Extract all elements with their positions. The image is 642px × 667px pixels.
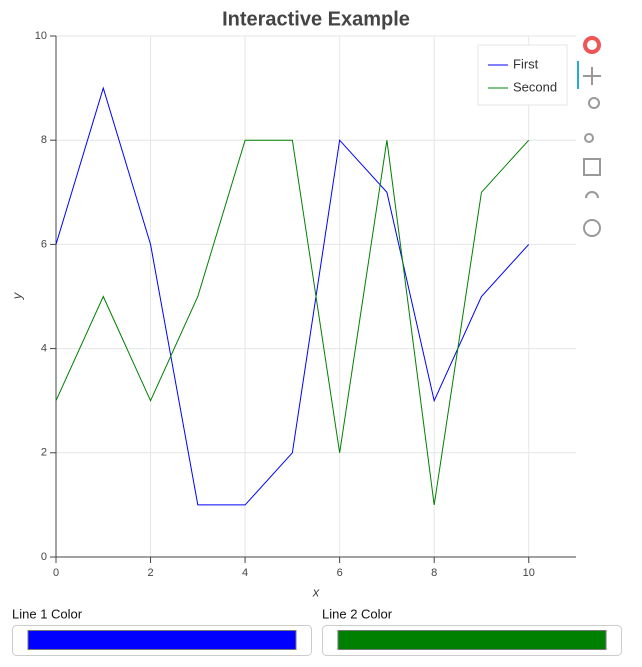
- color-swatch[interactable]: [337, 630, 607, 650]
- legend-label: First: [513, 56, 539, 71]
- logo[interactable]: [583, 36, 601, 54]
- y-tick-label: 8: [41, 134, 47, 146]
- help-tool[interactable]: [583, 219, 601, 237]
- chart-title: Interactive Example: [222, 8, 410, 30]
- wheel-zoom-tool[interactable]: [584, 133, 594, 143]
- y-tick-label: 6: [41, 238, 47, 250]
- y-tick-label: 4: [41, 343, 47, 355]
- line: [55, 86, 530, 506]
- x-tick-label: 0: [53, 567, 59, 579]
- legend-label: Second: [513, 79, 557, 94]
- color-swatch[interactable]: [27, 630, 297, 650]
- x-axis-label: x: [312, 584, 320, 599]
- zoom-tool[interactable]: [588, 97, 600, 109]
- y-tick-label: 2: [41, 447, 47, 459]
- line: [55, 139, 530, 505]
- x-tick-label: 6: [337, 567, 343, 579]
- y-tick-label: 0: [41, 551, 47, 563]
- x-tick-label: 10: [523, 567, 535, 579]
- legend-box: [477, 44, 568, 106]
- x-tick-label: 4: [242, 567, 248, 579]
- toolbar: [577, 36, 601, 237]
- reset-tool[interactable]: [585, 191, 599, 199]
- y-tick-label: 10: [35, 30, 47, 42]
- control-label: Line 2 Color: [322, 606, 393, 621]
- active-indicator: [577, 61, 579, 89]
- x-tick-label: 2: [147, 567, 153, 579]
- save-tool[interactable]: [583, 158, 601, 176]
- control-label: Line 1 Color: [12, 606, 83, 621]
- pan-tool[interactable]: [583, 67, 601, 85]
- x-tick-label: 8: [431, 567, 437, 579]
- y-axis-label: y: [9, 291, 24, 300]
